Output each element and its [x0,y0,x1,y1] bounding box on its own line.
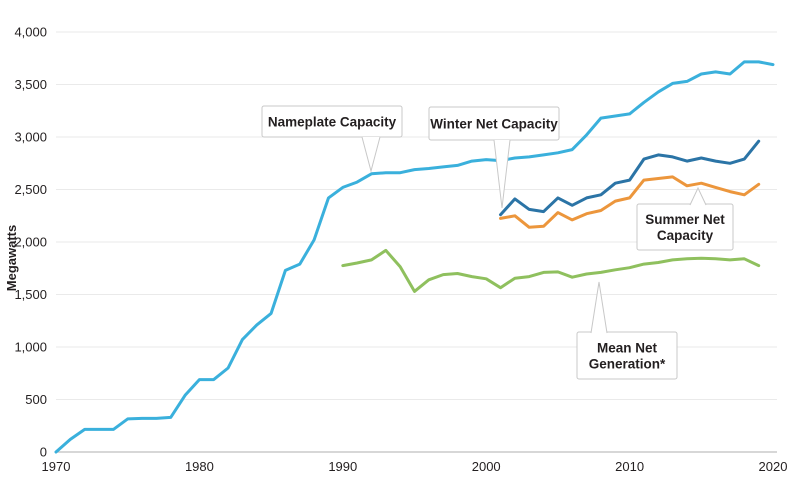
y-tick-label: 1,500 [14,287,47,302]
callout-label: Nameplate Capacity [268,114,397,129]
x-tick-label: 1970 [42,459,71,474]
y-tick-label: 0 [40,445,47,460]
series-line-summer-net-capacity [499,175,761,229]
series-line-mean-net-generation [341,248,761,293]
callout-nameplate-capacity: Nameplate Capacity [261,105,403,173]
y-axis-title: Megawatts [4,225,19,291]
callout-label: Winter Net Capacity [430,116,558,131]
y-tick-label: 2,000 [14,235,47,250]
series-line-winter-net-capacity [499,139,761,217]
y-tick-label: 1,000 [14,340,47,355]
y-tick-label: 2,500 [14,182,47,197]
x-tick-label: 2020 [759,459,788,474]
x-tick-label: 1980 [185,459,214,474]
y-tick-label: 500 [25,392,47,407]
x-tick-label: 2010 [615,459,644,474]
y-tick-label: 3,500 [14,77,47,92]
callout-box [636,203,734,251]
x-tick-label: 1990 [328,459,357,474]
callout-pointer [590,281,608,334]
callout-winter-net-capacity: Winter Net Capacity [428,106,560,209]
callout-label: Capacity [657,228,714,243]
series-line-nameplate-capacity [54,60,775,454]
callout-label: Generation* [589,356,666,371]
callout-label: Mean Net [597,340,658,355]
x-tick-label: 2000 [472,459,501,474]
callout-pointer [689,186,707,206]
y-tick-label: 4,000 [14,25,47,40]
y-tick-label: 3,000 [14,130,47,145]
callout-pointer [361,136,381,173]
callout-box [576,331,678,380]
callout-pointer [493,139,511,209]
callout-box [261,105,403,138]
callout-label: Summer Net [645,212,725,227]
